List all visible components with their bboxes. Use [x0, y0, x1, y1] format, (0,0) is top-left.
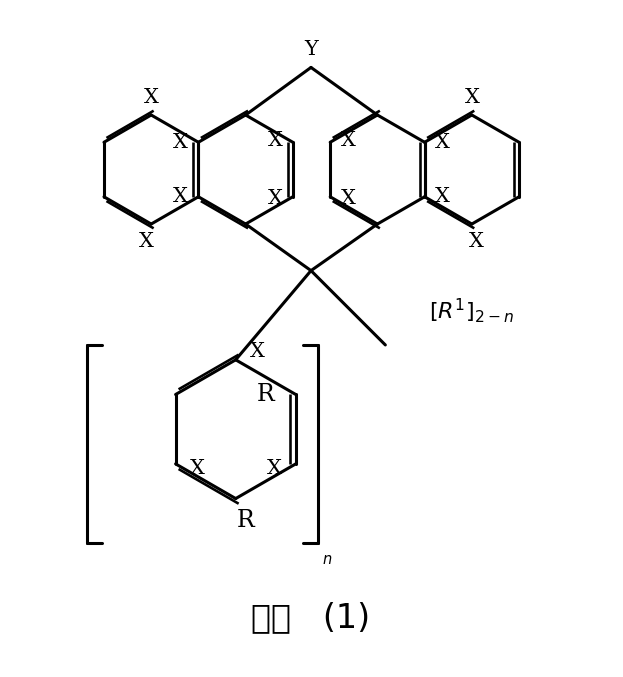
Text: X: X	[250, 343, 265, 362]
Text: 通式   (1): 通式 (1)	[252, 601, 371, 634]
Text: $_n$: $_n$	[322, 548, 333, 567]
Text: X: X	[144, 87, 159, 107]
Text: X: X	[267, 459, 282, 479]
Text: X: X	[435, 188, 450, 206]
Text: X: X	[173, 133, 188, 152]
Text: X: X	[464, 87, 479, 107]
Text: Y: Y	[304, 40, 318, 59]
Text: X: X	[341, 190, 356, 209]
Text: R: R	[237, 509, 254, 532]
Text: X: X	[190, 459, 205, 479]
Text: X: X	[267, 131, 282, 150]
Text: X: X	[469, 232, 484, 251]
Text: R: R	[257, 383, 275, 406]
Text: X: X	[267, 190, 282, 209]
Text: $[R^1]_{2-n}$: $[R^1]_{2-n}$	[429, 296, 514, 325]
Text: X: X	[173, 188, 188, 206]
Text: X: X	[139, 232, 154, 251]
Text: X: X	[341, 131, 356, 150]
Text: X: X	[435, 133, 450, 152]
